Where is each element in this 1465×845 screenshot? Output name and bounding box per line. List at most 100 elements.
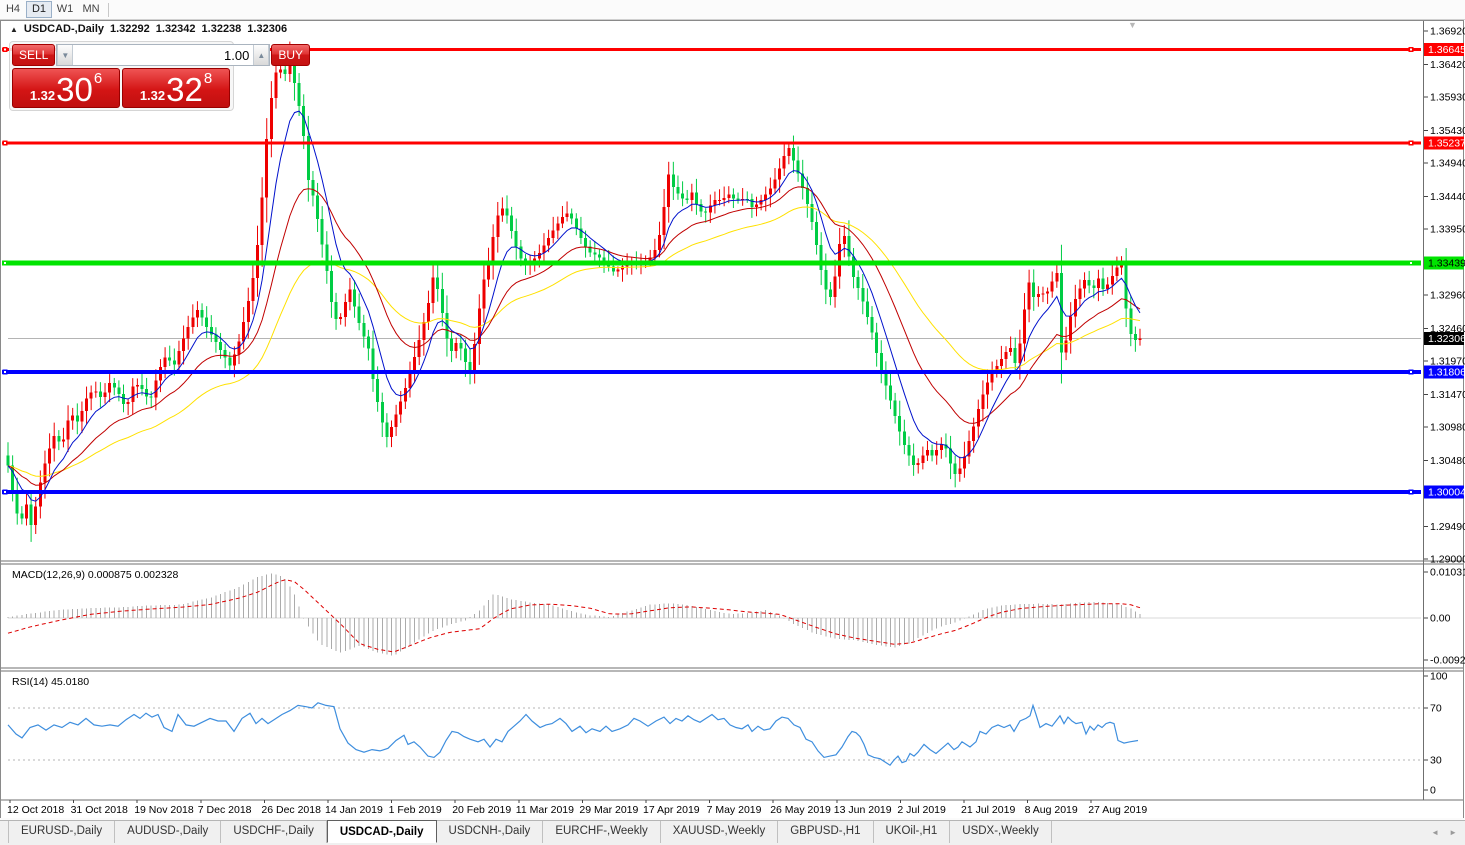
svg-text:1 Feb 2019: 1 Feb 2019 <box>389 804 442 816</box>
svg-text:1.32460: 1.32460 <box>1430 323 1465 335</box>
candles-layer <box>6 41 1142 542</box>
svg-text:MACD(12,26,9) 0.000875 0.00232: MACD(12,26,9) 0.000875 0.002328 <box>12 569 179 581</box>
svg-text:1.35930: 1.35930 <box>1430 92 1465 104</box>
buy-price-prefix: 1.32 <box>139 88 166 103</box>
chart-tab-gbpusd-h1[interactable]: GBPUSD-,H1 <box>778 821 874 843</box>
svg-text:1.36645: 1.36645 <box>1428 44 1465 56</box>
svg-text:0.00: 0.00 <box>1430 613 1451 625</box>
svg-text:1.29000: 1.29000 <box>1430 554 1465 566</box>
svg-text:-0.009203: -0.009203 <box>1430 655 1465 667</box>
date-axis[interactable]: 12 Oct 2018 31 Oct 2018 19 Nov 2018 7 Dec 2… <box>7 800 1147 816</box>
chart-tab-audusd-daily[interactable]: AUDUSD-,Daily <box>115 821 222 843</box>
svg-text:1.30004: 1.30004 <box>1428 487 1465 499</box>
svg-text:1.33950: 1.33950 <box>1430 224 1465 236</box>
chart-tab-usdchf-daily[interactable]: USDCHF-,Daily <box>221 821 327 843</box>
svg-text:13 Jun 2019: 13 Jun 2019 <box>834 804 892 816</box>
scroll-to-end-icon[interactable]: ▼ <box>1128 20 1137 30</box>
chart-tab-usdcad-daily[interactable]: USDCAD-,Daily <box>326 820 437 843</box>
chart-tab-usdx-weekly[interactable]: USDX-,Weekly <box>950 821 1052 843</box>
svg-text:17 Apr 2019: 17 Apr 2019 <box>643 804 700 816</box>
sell-price-main: 30 <box>56 71 93 108</box>
chart-tab-usdcnh-daily[interactable]: USDCNH-,Daily <box>437 821 544 843</box>
svg-text:RSI(14) 45.0180: RSI(14) 45.0180 <box>12 676 89 688</box>
buy-price-main: 32 <box>166 71 203 108</box>
svg-text:1.36920: 1.36920 <box>1430 26 1465 38</box>
svg-text:1.36420: 1.36420 <box>1430 59 1465 71</box>
chart-canvas[interactable]: MACD(12,26,9) 0.000875 0.002328 RSI(14) 4… <box>0 20 1465 818</box>
svg-text:1.34440: 1.34440 <box>1430 191 1465 203</box>
pane-separators[interactable] <box>0 560 1464 801</box>
svg-text:19 Nov 2018: 19 Nov 2018 <box>134 804 194 816</box>
svg-text:1.33439: 1.33439 <box>1428 258 1465 270</box>
svg-text:20 Feb 2019: 20 Feb 2019 <box>452 804 511 816</box>
ohlc-high: 1.32342 <box>155 23 196 35</box>
timeframe-button-h4[interactable]: H4 <box>0 1 26 18</box>
svg-text:30: 30 <box>1430 755 1442 767</box>
svg-text:12 Oct 2018: 12 Oct 2018 <box>7 804 64 816</box>
svg-text:1.30480: 1.30480 <box>1430 455 1465 467</box>
svg-text:31 Oct 2018: 31 Oct 2018 <box>71 804 128 816</box>
svg-text:26 Dec 2018: 26 Dec 2018 <box>261 804 321 816</box>
buy-price-pip: 8 <box>203 70 213 87</box>
macd-pane[interactable]: MACD(12,26,9) 0.000875 0.002328 <box>7 569 1421 656</box>
buy-button[interactable]: BUY <box>271 44 311 66</box>
svg-text:1.34940: 1.34940 <box>1430 158 1465 170</box>
collapse-panel-icon[interactable]: ▲ <box>10 24 18 34</box>
chart-tabs: EURUSD-,Daily AUDUSD-,Daily USDCHF-,Daily U… <box>8 820 1052 843</box>
symbol-label: USDCAD-,Daily <box>23 23 104 35</box>
toolbar-separator <box>108 2 109 17</box>
ohlc-low: 1.32238 <box>201 23 242 35</box>
svg-text:14 Jan 2019: 14 Jan 2019 <box>325 804 383 816</box>
svg-text:7 May 2019: 7 May 2019 <box>707 804 762 816</box>
tab-scroll-arrows: ◄ ► <box>1431 821 1457 843</box>
rsi-pane[interactable]: RSI(14) 45.0180 <box>7 676 1421 767</box>
chart-tab-eurusd-daily[interactable]: EURUSD-,Daily <box>9 821 116 843</box>
buy-price-display[interactable]: 1.32 32 8 <box>122 68 230 108</box>
svg-text:1.31970: 1.31970 <box>1430 356 1465 368</box>
price-axis[interactable]: 1.36920 1.36420 1.35930 1.35430 1.34940 1.344… <box>1424 26 1465 797</box>
chart-title-row: ▲ USDCAD-,Daily 1.32292 1.32342 1.32238 … <box>10 23 287 35</box>
svg-text:21 Jul 2019: 21 Jul 2019 <box>961 804 1015 816</box>
sell-price-prefix: 1.32 <box>29 88 56 103</box>
svg-text:29 Mar 2019: 29 Mar 2019 <box>579 804 638 816</box>
svg-text:70: 70 <box>1430 703 1442 715</box>
sell-price-pip: 6 <box>93 70 103 87</box>
svg-text:8 Aug 2019: 8 Aug 2019 <box>1025 804 1078 816</box>
timeframe-button-d1[interactable]: D1 <box>26 1 52 18</box>
svg-text:100: 100 <box>1430 671 1448 683</box>
chart-window[interactable]: MACD(12,26,9) 0.000875 0.002328 RSI(14) 4… <box>0 20 1465 818</box>
volume-input[interactable] <box>73 45 254 65</box>
svg-text:1.35237: 1.35237 <box>1428 138 1465 150</box>
tab-scroll-left-icon[interactable]: ◄ <box>1431 827 1440 837</box>
sell-price-display[interactable]: 1.32 30 6 <box>12 68 120 108</box>
chart-tab-ukoil-h1[interactable]: UKOil-,H1 <box>874 821 951 843</box>
chart-svg[interactable]: MACD(12,26,9) 0.000875 0.002328 RSI(14) 4… <box>0 20 1465 818</box>
sell-button[interactable]: SELL <box>12 44 56 66</box>
tab-scroll-right-icon[interactable]: ► <box>1449 827 1457 837</box>
svg-text:0.010311: 0.010311 <box>1430 567 1465 579</box>
svg-text:7 Dec 2018: 7 Dec 2018 <box>198 804 252 816</box>
chart-tab-eurchf-weekly[interactable]: EURCHF-,Weekly <box>543 821 661 843</box>
svg-text:1.35430: 1.35430 <box>1430 125 1465 137</box>
ohlc-close: 1.32306 <box>247 23 288 35</box>
ohlc-open: 1.32292 <box>110 23 150 35</box>
svg-text:11 Mar 2019: 11 Mar 2019 <box>516 804 574 816</box>
svg-text:2 Jul 2019: 2 Jul 2019 <box>897 804 946 816</box>
volume-decrease-button[interactable]: ▼ <box>57 45 74 65</box>
volume-increase-button[interactable]: ▲ <box>253 45 270 65</box>
svg-text:26 May 2019: 26 May 2019 <box>770 804 831 816</box>
svg-text:1.30980: 1.30980 <box>1430 422 1465 434</box>
svg-text:27 Aug 2019: 27 Aug 2019 <box>1088 804 1147 816</box>
volume-spinner: ▼ ▲ <box>56 44 271 66</box>
timeframe-button-mn[interactable]: MN <box>78 1 104 18</box>
svg-text:1.31806: 1.31806 <box>1428 366 1465 378</box>
chart-tab-xauusd-weekly[interactable]: XAUUSD-,Weekly <box>661 821 779 843</box>
svg-text:1.31470: 1.31470 <box>1430 389 1465 401</box>
timeframe-button-w1[interactable]: W1 <box>52 1 78 18</box>
chart-tabs-bar: EURUSD-,Daily AUDUSD-,Daily USDCHF-,Daily U… <box>0 820 1465 845</box>
horizontal-line-objects <box>2 46 1421 495</box>
svg-text:1.32306: 1.32306 <box>1428 333 1465 345</box>
svg-text:1.29490: 1.29490 <box>1430 521 1465 533</box>
